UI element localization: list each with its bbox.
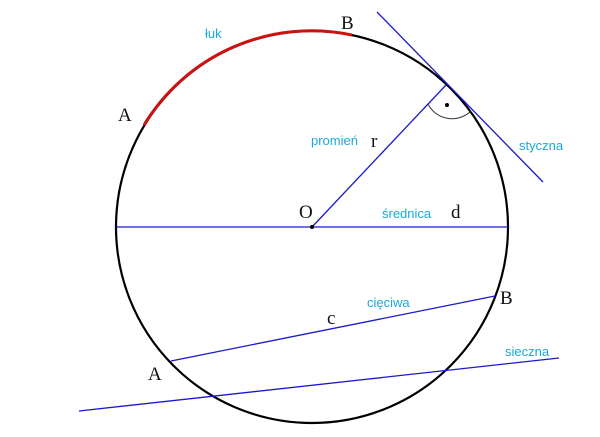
chord-symbol: c [327,308,335,329]
center-label: O [299,202,313,223]
secant-line [78,357,560,412]
chord-point-b-label: B [500,288,513,309]
chord-term-label: cięciwa [367,295,410,310]
radius-term-label: promień [311,133,358,148]
diameter-term-label: średnica [382,206,432,221]
tangent-term-label: styczna [519,138,564,153]
tangent-line [376,11,544,183]
right-angle-dot [445,103,449,107]
chord-point-a-label: A [148,364,162,385]
arc-point-a-label: A [118,105,132,126]
arc-term-label: łuk [205,26,222,41]
arc-point-b-label: B [341,13,354,34]
diameter-symbol: d [451,202,461,223]
radius-line [311,84,447,228]
arc-luk [142,29,353,126]
right-angle-mark [427,103,472,120]
center-point [310,225,314,229]
secant-term-label: sieczna [505,344,550,359]
chord-line [170,295,496,362]
radius-symbol: r [371,131,378,152]
